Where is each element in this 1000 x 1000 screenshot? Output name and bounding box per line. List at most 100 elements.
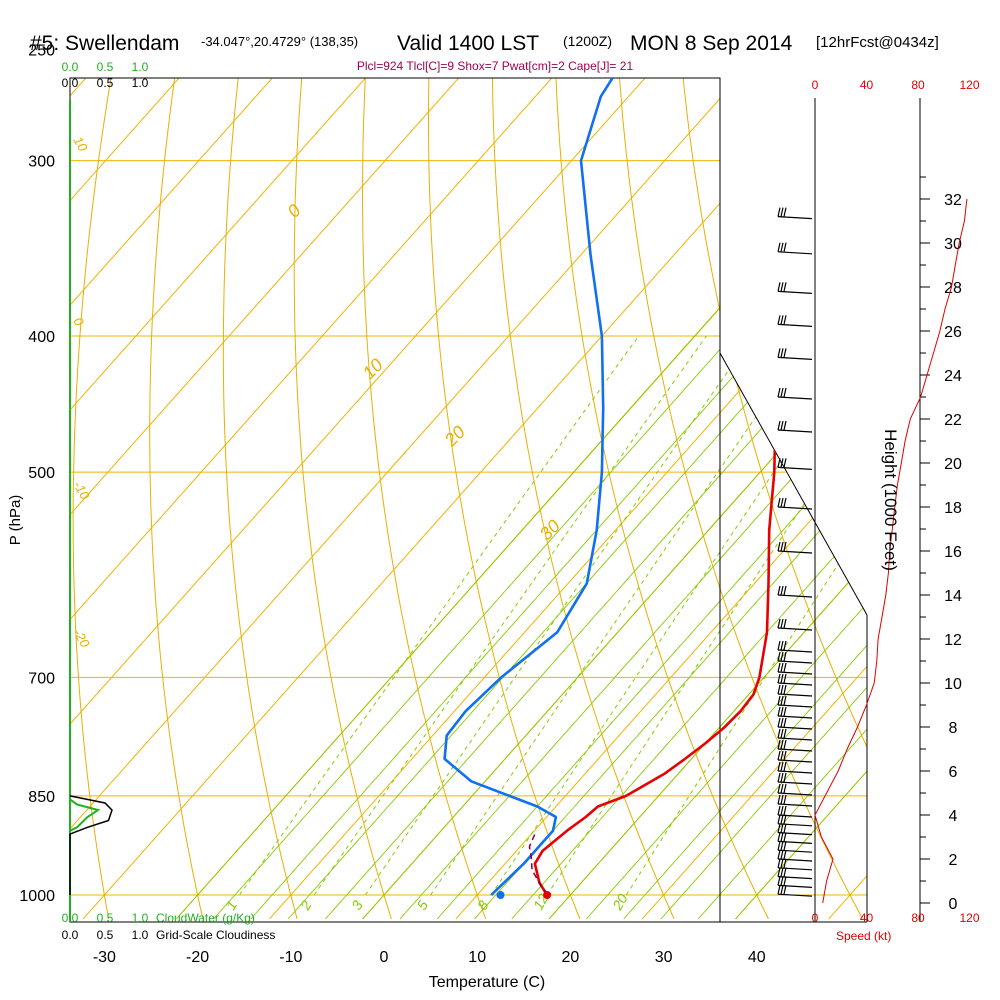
- wind-barb: [777, 841, 813, 853]
- wind-barb-flag: [783, 242, 787, 252]
- height-tick-label: 2: [949, 852, 958, 869]
- dry-adiabat-label: 0: [70, 315, 87, 329]
- wind-barb-flag: [780, 387, 784, 398]
- mixing-ratio-line: [430, 335, 813, 896]
- dry-adiabat-line: [72, 78, 117, 919]
- wind-barb-flag: [777, 841, 781, 851]
- wind-barb: [777, 242, 813, 255]
- dry-adiabat-line: [427, 78, 581, 920]
- speed-bottom-tick: 120: [959, 911, 979, 925]
- x-axis-title: Temperature (C): [429, 974, 545, 991]
- wind-barb-flag: [780, 814, 784, 824]
- wind-barb-flag: [780, 761, 784, 772]
- speed-bottom-tick: 80: [911, 911, 925, 925]
- wind-barb: [777, 282, 813, 294]
- wind-barb: [777, 805, 813, 818]
- isotherm-line: [70, 78, 112, 920]
- wind-barb-flag: [783, 706, 787, 717]
- surface-dewpoint-dot: [496, 891, 505, 899]
- wind-barb-flag: [777, 761, 781, 772]
- wind-barb-shaft: [777, 649, 813, 653]
- wind-barb-flag: [783, 794, 787, 805]
- wind-barb-flag: [783, 207, 787, 217]
- cloud-water-top-tick: 1.0: [132, 60, 149, 74]
- wind-barb-flag: [783, 841, 787, 851]
- wind-barb-flag: [777, 783, 781, 794]
- wind-barb-shaft: [777, 893, 813, 897]
- speed-top-tick: 0: [812, 78, 819, 92]
- dry-adiabat-label: 10: [359, 355, 387, 383]
- wind-barb-flag: [777, 282, 781, 292]
- wind-barb-shaft: [777, 849, 813, 853]
- temperature-tick-label: 40: [748, 949, 766, 966]
- dewpoint-line: [443, 78, 614, 896]
- wind-barb-flag: [783, 849, 787, 860]
- dry-adiabat-line: [994, 49, 1000, 919]
- dry-adiabat-line: [149, 78, 204, 920]
- dry-adiabat-line: [491, 78, 675, 920]
- wind-barb-shaft: [777, 737, 813, 741]
- wind-barb-flag: [780, 858, 784, 868]
- cloud-water-label: CloudWater (g/Kg): [156, 911, 255, 925]
- dry-adiabat-line: [805, 78, 867, 920]
- moist-adiabat-line: [586, 78, 867, 920]
- wind-barb-flag: [783, 728, 787, 739]
- temperature-tick-label: 20: [562, 949, 580, 966]
- height-tick-label: 6: [949, 764, 958, 781]
- wind-barb-flag: [780, 728, 784, 739]
- wind-barb-flag: [780, 282, 784, 292]
- wind-barb-shaft: [777, 770, 813, 774]
- isotherm-line: [828, 78, 867, 920]
- wind-barb-flag: [783, 420, 787, 431]
- wind-barb: [777, 783, 813, 796]
- wind-barb-flag: [777, 805, 781, 816]
- wind-barb-flag: [777, 541, 781, 552]
- wind-barb-flag: [783, 867, 787, 877]
- dry-adiabat-line: [679, 78, 867, 920]
- grid-layer-extended: [70, 49, 1000, 920]
- wind-barb-flag: [783, 876, 787, 886]
- wind-barb-shaft: [777, 726, 813, 730]
- isotherm-line: [455, 78, 867, 920]
- temperature-tick-label: -10: [279, 949, 302, 966]
- wind-barb-flag: [777, 814, 781, 824]
- isotherm-line: [82, 78, 858, 920]
- wind-barb: [777, 849, 813, 862]
- valid-time: Valid 1400 LST: [397, 32, 539, 55]
- wind-barb-flag: [783, 651, 787, 662]
- height-tick-label: 30: [944, 236, 962, 253]
- wind-barb-flag: [780, 651, 784, 662]
- wind-barb: [777, 684, 813, 697]
- cloudiness-top-tick: 0.5: [97, 76, 114, 90]
- mixing-ratio-label: 5: [413, 898, 431, 913]
- dry-adiabat-label: 10: [70, 134, 91, 155]
- speed-top-tick: 40: [860, 78, 874, 92]
- wind-barb-flag: [783, 832, 787, 842]
- wind-barb-flag: [777, 706, 781, 717]
- cloudiness-label: Grid-Scale Cloudiness: [156, 928, 275, 942]
- height-tick-label: 14: [944, 588, 962, 605]
- pressure-tick-label: 250: [28, 42, 55, 59]
- wind-barb: [777, 585, 813, 598]
- height-tick-label: 18: [944, 500, 962, 517]
- height-tick-label: 24: [944, 368, 962, 385]
- height-axis-title: Height (1000 Feet): [881, 429, 900, 571]
- wind-barb: [777, 750, 813, 763]
- wind-barb-flag: [780, 497, 784, 508]
- wind-barb-shaft: [777, 715, 813, 719]
- moist-adiabat-line: [623, 78, 867, 920]
- wind-barb-flag: [783, 618, 787, 629]
- wind-barb-flag: [783, 662, 787, 673]
- height-tick-label: 32: [944, 192, 962, 209]
- wind-barb-flag: [777, 717, 781, 728]
- wind-barb-flag: [780, 823, 784, 833]
- wind-barb: [777, 739, 813, 752]
- wind-barb-flag: [777, 772, 781, 783]
- wind-barb-flag: [777, 497, 781, 508]
- isotherm-line: [70, 78, 299, 920]
- wind-barb-flag: [777, 876, 781, 886]
- wind-barb: [777, 497, 813, 510]
- wind-barb-flag: [780, 640, 784, 651]
- wind-barb-flag: [780, 673, 784, 684]
- wind-barb-flag: [777, 640, 781, 651]
